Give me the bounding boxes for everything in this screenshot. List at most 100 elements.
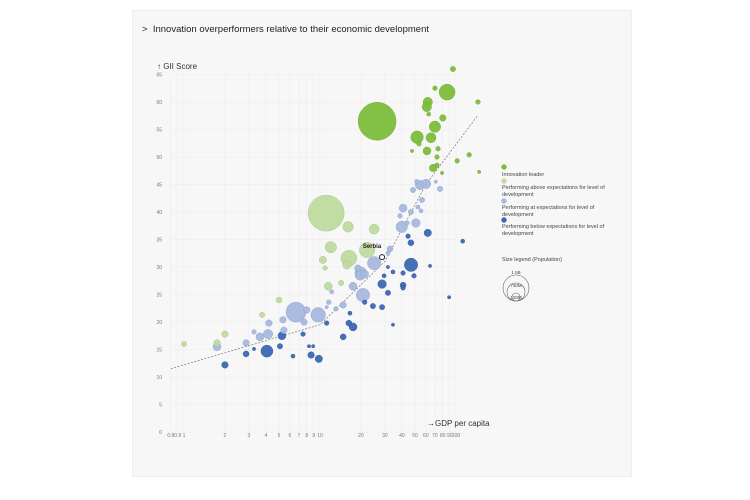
data-point-AE (307, 194, 345, 232)
data-point-BE (311, 344, 315, 349)
grid (170, 74, 457, 433)
data-point-BE (307, 344, 311, 349)
data-point-BE (370, 303, 376, 309)
data-point-BE (260, 344, 274, 358)
chart-card (132, 10, 632, 477)
data-point-AT (310, 307, 326, 323)
size-legend-label-medium: 730M (510, 283, 522, 288)
y-tick-label: 65 (156, 73, 162, 79)
data-point-BE (405, 233, 411, 239)
data-point-AE (324, 282, 333, 291)
data-point-AT (324, 305, 329, 310)
data-point-AT (433, 179, 438, 184)
data-point-AT (339, 301, 347, 309)
size-legend-circle-small (511, 292, 521, 302)
data-point-BE (407, 239, 415, 247)
data-point-BE (377, 279, 387, 289)
data-point-AT (360, 269, 369, 279)
title-text: Innovation overperformers relative to th… (152, 24, 430, 35)
x-tick-label: 30 (382, 433, 388, 439)
x-tick-label: 0.8 (167, 433, 174, 439)
y-tick-label: 35 (156, 238, 162, 244)
x-tick-label: 100 (452, 433, 461, 439)
data-point-L (466, 152, 472, 158)
legend-swatch-AE (501, 178, 507, 184)
data-point-BE (385, 289, 391, 296)
data-point-AT (386, 245, 394, 253)
data-point-BE (423, 228, 432, 237)
data-point-BE (390, 269, 396, 275)
x-tick-label: 2 (224, 433, 227, 439)
legend-label-BE: Performing below expectations for level … (502, 224, 605, 237)
y-tick-label: 60 (156, 100, 162, 106)
x-tick-label: 70 (432, 433, 438, 439)
data-point-AT (421, 179, 432, 189)
y-tick-label: 0 (159, 430, 162, 436)
data-point-AT (419, 197, 425, 203)
data-point-AT (303, 306, 311, 314)
data-point-BE (447, 295, 451, 300)
data-point-L (410, 130, 424, 144)
data-point-AT (397, 213, 403, 219)
data-point-L (438, 83, 456, 101)
data-point-BE (252, 347, 256, 351)
x-tick-label: 0.9 (174, 433, 181, 439)
data-point-AT (411, 218, 421, 228)
data-point-AE (342, 260, 352, 270)
data-point-BE (345, 319, 353, 327)
data-point-L (454, 158, 460, 164)
data-point-AT (329, 289, 334, 294)
legend-label-AT: Performing at expectations for level of d… (502, 205, 595, 218)
data-point-AT (395, 220, 408, 233)
legend-swatch-BE (501, 217, 507, 223)
annotation-label: Serbia (363, 244, 382, 250)
x-tick-label: 80 (440, 433, 446, 439)
data-point-AT (265, 319, 273, 327)
data-point-AT (348, 282, 358, 291)
data-point-AT (356, 288, 370, 302)
tick-labels: 0.8 0.9 1 2 3 4 5 6 7 8 9 10 20 30 40 50 60 70 80 90 1000510… (156, 73, 460, 440)
x-tick-label: 20 (358, 433, 364, 439)
data-point-L (432, 85, 438, 91)
data-point-AT (418, 208, 424, 214)
data-point-BE (307, 351, 315, 359)
annotation-point-serbia (379, 254, 386, 261)
data-point-L (440, 171, 444, 175)
data-point-AE (342, 221, 354, 233)
legend-swatch-L (501, 164, 507, 170)
data-point-AT (279, 316, 287, 324)
x-tick-label: 6 (288, 433, 291, 439)
data-point-BE (411, 273, 417, 279)
data-point-BE (339, 333, 347, 341)
data-point-L (421, 102, 432, 112)
y-tick-label: 40 (156, 210, 162, 216)
data-point-AT (408, 209, 414, 215)
y-tick-label: 50 (156, 155, 162, 161)
data-point-AE (259, 311, 265, 318)
data-point-AE (181, 341, 187, 347)
x-tick-label: 8 (305, 433, 308, 439)
data-point-AT (415, 204, 421, 210)
size-legend-label-small: 130M (510, 295, 522, 300)
y-axis-title-text: GII Score (163, 62, 197, 71)
trend-line (170, 114, 479, 370)
data-point-BE (242, 350, 250, 358)
data-point-L (429, 120, 441, 133)
x-tick-label: 5 (278, 433, 281, 439)
data-point-BE (221, 361, 229, 369)
data-point-AE (368, 223, 380, 235)
data-point-AT (414, 179, 420, 185)
data-point-L (357, 102, 397, 141)
data-point-L (426, 111, 431, 117)
data-point-BE (391, 322, 395, 327)
x-tick-label: 10 (317, 433, 323, 439)
x-axis-title-text: GDP per capita (435, 419, 490, 428)
x-tick-label: 3 (247, 433, 250, 439)
data-point-L (475, 99, 481, 105)
data-point-BE (324, 320, 330, 326)
data-point-AT (300, 318, 308, 326)
x-axis-title: →GDP per capita (427, 419, 490, 428)
points (181, 66, 482, 369)
data-point-L (425, 132, 437, 143)
data-point-BE (404, 257, 418, 272)
